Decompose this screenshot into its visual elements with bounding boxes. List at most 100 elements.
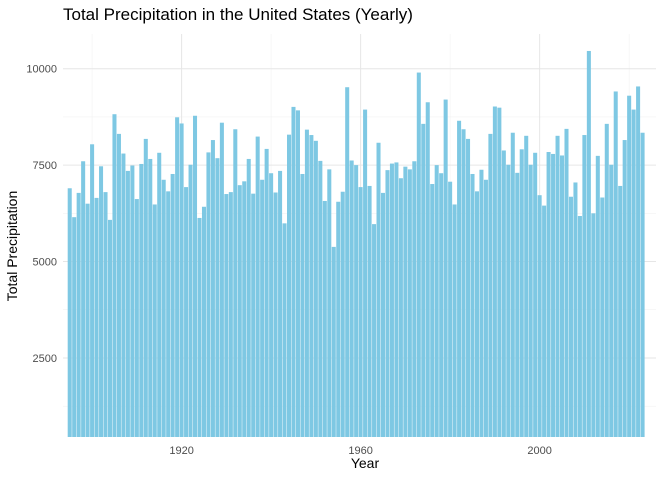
bar-1967	[389, 163, 394, 437]
y-axis-label: Total Precipitation	[4, 191, 20, 302]
bar-1977	[434, 165, 439, 437]
bar-1921	[184, 187, 189, 437]
bar-1922	[188, 164, 193, 438]
bar-2015	[604, 123, 609, 438]
bar-1961	[363, 109, 368, 437]
bar-1975	[425, 102, 430, 437]
bar-1973	[416, 72, 421, 437]
bar-2000	[537, 195, 542, 437]
bar-1954	[331, 246, 336, 437]
chart-title: Total Precipitation in the United States…	[63, 5, 413, 24]
bar-1993	[506, 164, 511, 438]
bar-1997	[524, 135, 529, 437]
bar-1897	[76, 192, 81, 437]
bar-1941	[273, 192, 278, 437]
bar-1930	[224, 194, 229, 437]
bar-2006	[564, 128, 569, 437]
bar-1989	[488, 133, 493, 437]
bar-2010	[582, 135, 587, 438]
bar-1939	[264, 148, 269, 438]
bar-1986	[474, 191, 479, 437]
bar-1927	[210, 140, 215, 438]
bar-1903	[103, 192, 108, 437]
bar-1928	[215, 158, 220, 437]
bar-2018	[618, 185, 623, 437]
bar-1956	[340, 191, 345, 437]
bar-1964	[376, 142, 381, 437]
bar-1943	[282, 223, 287, 437]
bar-1959	[354, 165, 359, 437]
bar-1982	[457, 120, 462, 438]
bar-1935	[246, 158, 251, 437]
bar-2013	[595, 155, 600, 438]
bar-series	[67, 50, 645, 438]
bar-1978	[439, 173, 444, 437]
bar-1983	[461, 129, 466, 437]
bar-2021	[631, 109, 636, 437]
bar-1920	[179, 123, 184, 437]
y-tick-label: 10000	[26, 64, 57, 76]
bar-1940	[269, 173, 274, 437]
bar-1924	[197, 217, 202, 437]
bar-1929	[219, 122, 224, 437]
bar-1913	[148, 158, 153, 437]
bar-2001	[542, 205, 547, 437]
bar-1985	[470, 173, 475, 438]
bar-2014	[600, 197, 605, 437]
y-tick-label: 2500	[33, 353, 57, 365]
bar-1938	[260, 179, 265, 437]
bar-1994	[510, 132, 515, 438]
bar-2017	[613, 91, 618, 438]
bar-1912	[143, 138, 148, 437]
bar-2023	[640, 132, 645, 438]
bar-1931	[228, 192, 233, 437]
bar-1952	[322, 200, 327, 437]
bar-1914	[152, 204, 157, 437]
bar-2005	[560, 155, 565, 438]
bar-2002	[546, 152, 551, 437]
bar-1984	[466, 138, 471, 437]
bar-1987	[479, 169, 484, 437]
bar-1915	[157, 152, 162, 437]
bar-1971	[407, 169, 412, 438]
bar-1925	[201, 206, 206, 437]
bar-1944	[287, 134, 292, 437]
bar-1923	[193, 115, 198, 437]
bar-1945	[291, 106, 296, 437]
x-tick-label: 1960	[348, 445, 372, 457]
bar-2008	[573, 182, 578, 437]
y-axis-ticks: 2500 5000 7500 10000	[26, 64, 57, 365]
bar-1979	[443, 99, 448, 437]
bar-1936	[251, 193, 256, 437]
x-tick-label: 2000	[527, 445, 551, 457]
bar-1898	[81, 161, 86, 437]
bar-1905	[112, 114, 117, 438]
bar-1976	[430, 184, 435, 437]
bar-1932	[233, 129, 238, 437]
bar-1950	[313, 140, 318, 437]
bar-1895	[67, 188, 72, 437]
bar-1933	[237, 185, 242, 437]
bar-1968	[394, 162, 399, 438]
bar-1992	[501, 150, 506, 437]
bar-1969	[398, 178, 403, 438]
bar-1916	[161, 179, 166, 437]
x-tick-label: 1920	[169, 445, 193, 457]
bar-1926	[206, 152, 211, 437]
bar-1995	[515, 172, 520, 437]
bar-1991	[497, 107, 502, 437]
bar-1981	[452, 204, 457, 437]
bar-1951	[318, 160, 323, 437]
bar-1955	[336, 201, 341, 437]
bar-1974	[421, 123, 426, 438]
x-axis-label: Year	[351, 455, 380, 471]
bar-2003	[551, 153, 556, 437]
x-axis-ticks: 1920 1960 2000	[169, 445, 552, 457]
bar-1901	[94, 197, 99, 437]
bar-1942	[278, 170, 283, 437]
bar-1953	[327, 169, 332, 438]
y-tick-label: 7500	[33, 160, 57, 172]
bar-1965	[380, 192, 386, 437]
bar-1980	[448, 181, 453, 437]
bar-1934	[242, 181, 247, 437]
